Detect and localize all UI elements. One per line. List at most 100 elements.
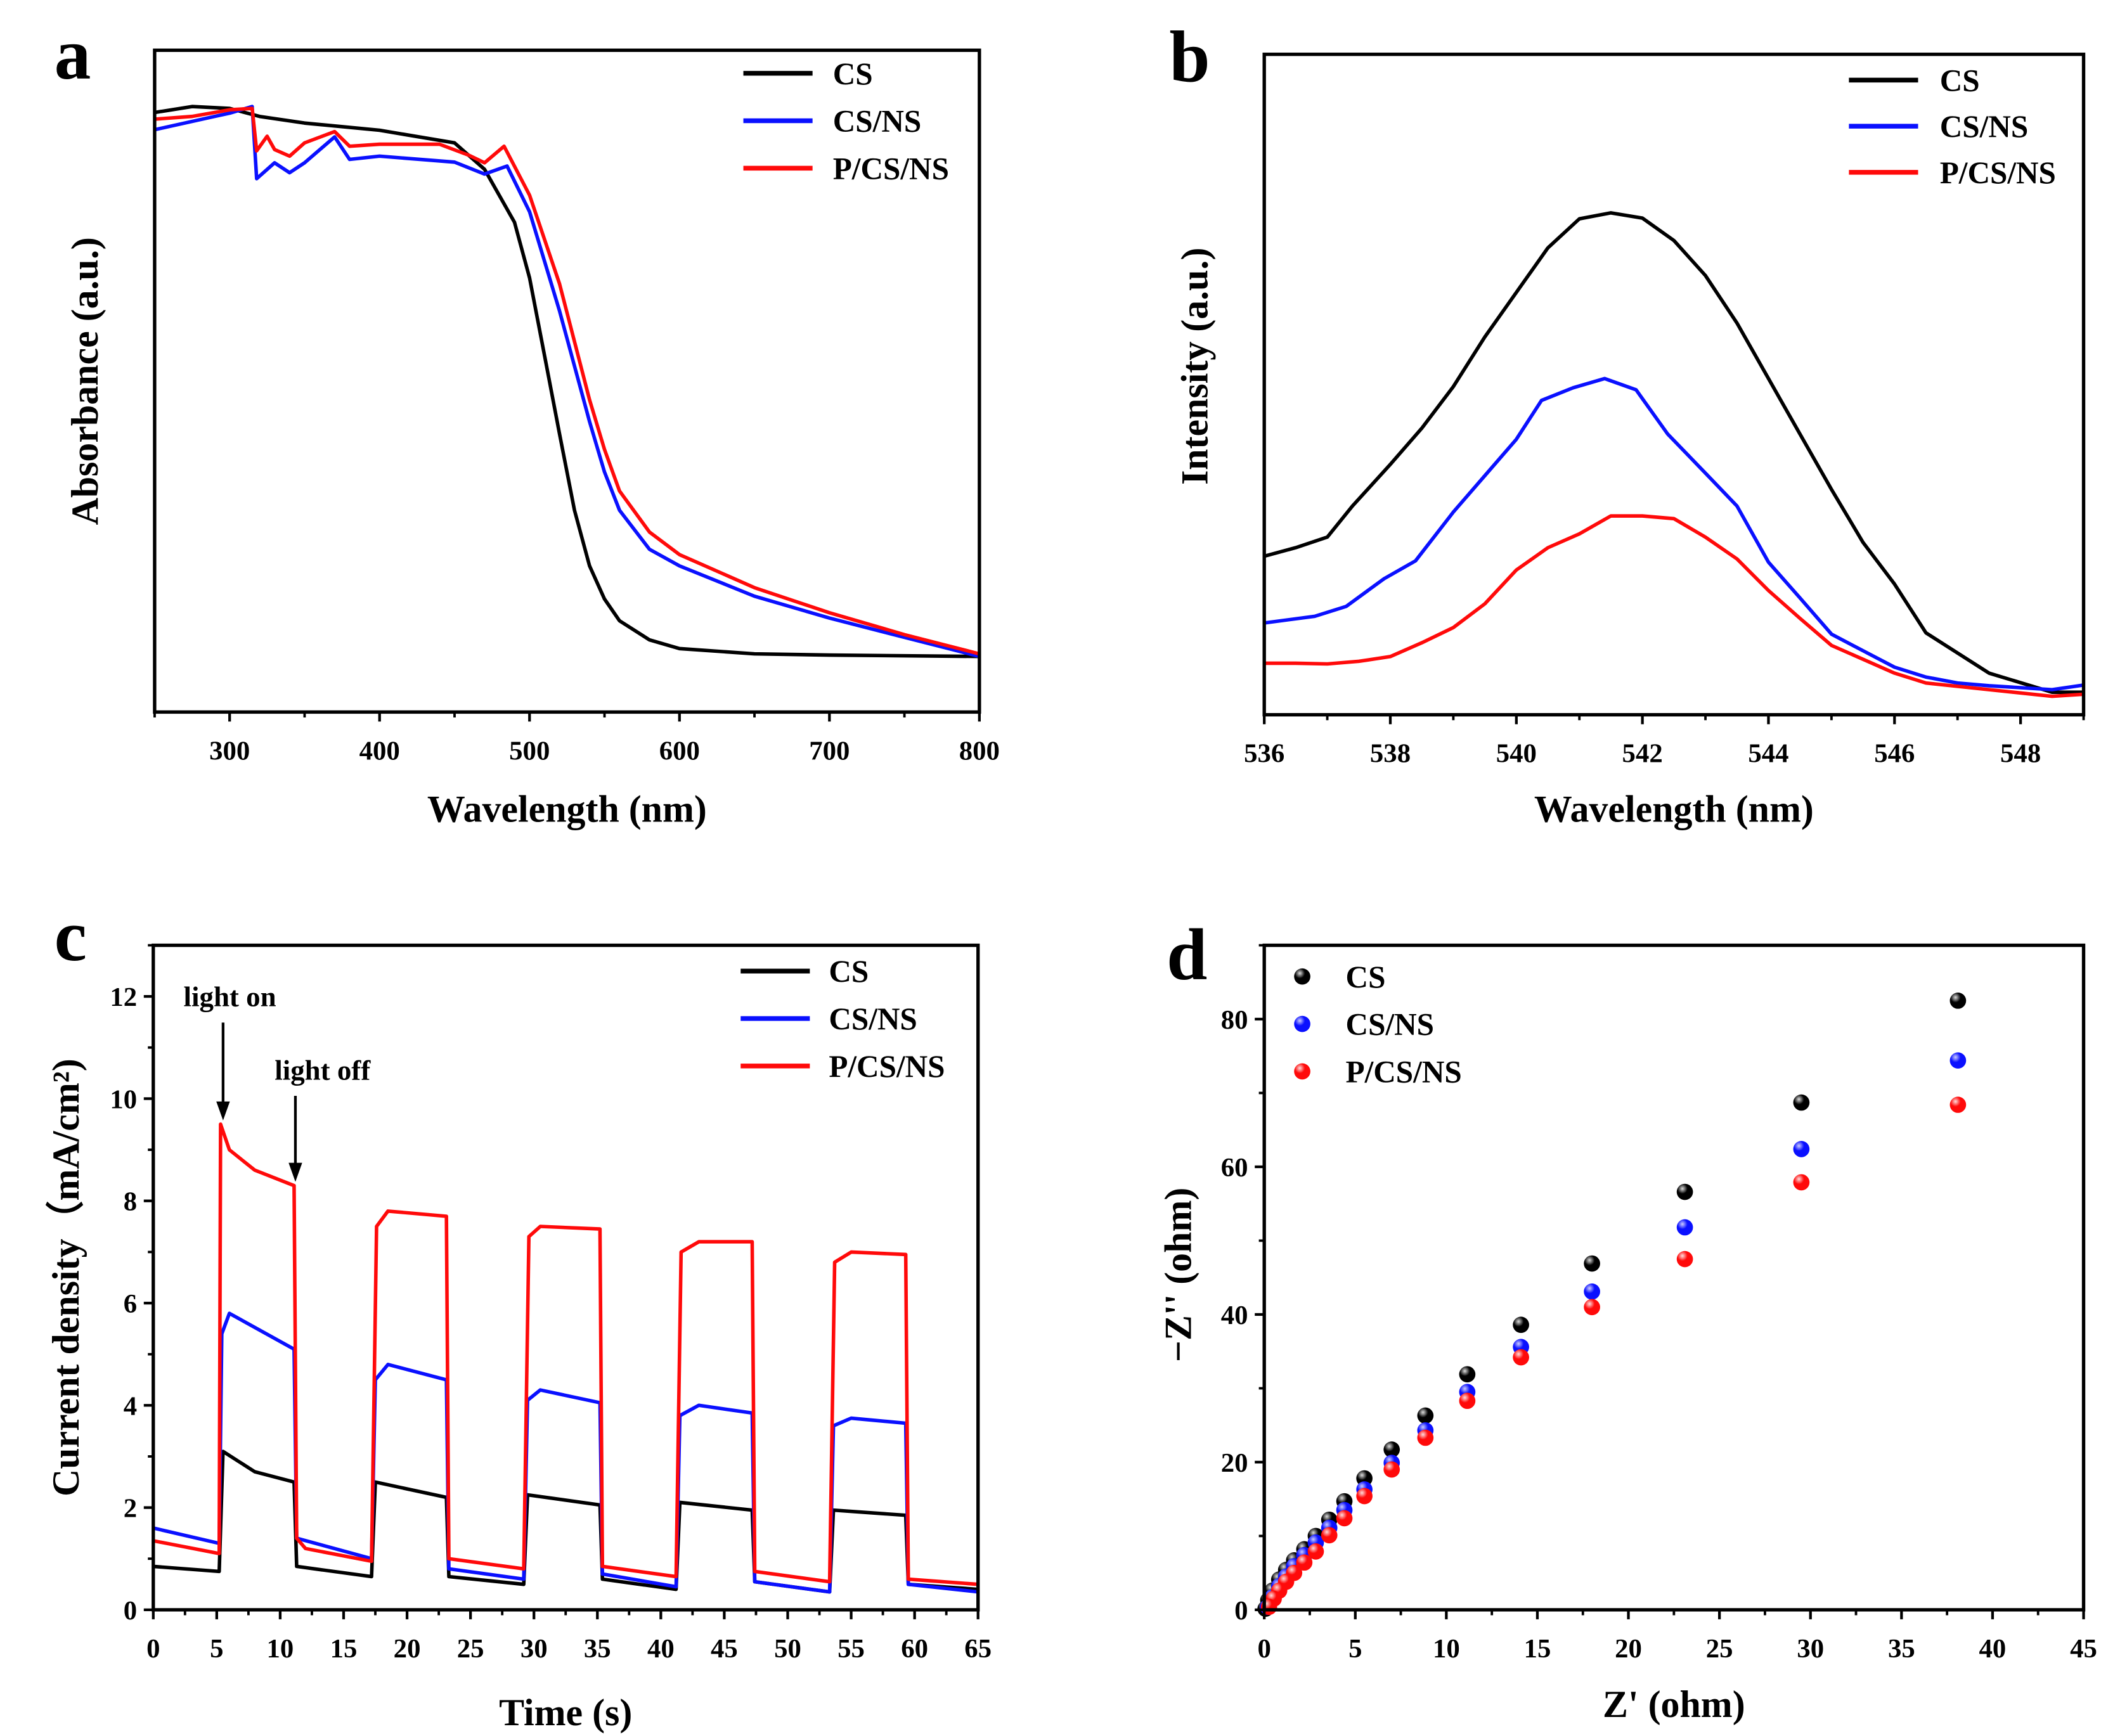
y-tick-label: 6 — [124, 1289, 137, 1319]
y-tick-label: 0 — [124, 1596, 137, 1626]
data-point-CSNS — [1949, 1052, 1967, 1069]
annotation-arrow-head — [216, 1101, 230, 1121]
panel-letter-c: c — [55, 895, 87, 976]
data-point-CSNS — [1676, 1219, 1693, 1236]
x-axis-label: Wavelength (nm) — [1534, 788, 1814, 830]
y-tick-label: 4 — [124, 1391, 137, 1421]
y-tick-label: 60 — [1221, 1153, 1248, 1183]
x-tick-label: 548 — [2000, 739, 2041, 769]
annotation-label: light on — [184, 981, 276, 1013]
data-point-PCSNS — [1793, 1174, 1810, 1191]
y-axis-label: −Z'' (ohm) — [1158, 1188, 1199, 1362]
x-tick-label: 35 — [1888, 1634, 1915, 1664]
plot-frame — [1262, 53, 2086, 717]
x-tick-label: 700 — [809, 736, 850, 766]
data-point-CS — [1584, 1255, 1600, 1272]
x-tick-label: 40 — [1979, 1634, 2007, 1664]
panel-b: CS CS/NS P/CS/NS 536 538 540 542 544 546 548 Wavel… — [1173, 53, 2086, 830]
data-point-PCSNS — [1584, 1299, 1600, 1316]
series-line-CS — [1264, 211, 2084, 694]
y-tick-label: 80 — [1221, 1005, 1248, 1035]
y-tick-label: 20 — [1221, 1448, 1248, 1478]
x-tick-label: 40 — [647, 1634, 675, 1664]
legend-label-CS: CS — [829, 954, 869, 989]
x-tick-label: 536 — [1244, 739, 1284, 769]
annotation-label: light off — [275, 1054, 371, 1086]
x-tick-label: 45 — [711, 1634, 738, 1664]
data-point-CS — [1793, 1094, 1810, 1111]
x-tick-label: 300 — [209, 736, 250, 766]
legend-label-PCSNS: P/CS/NS — [1346, 1055, 1462, 1090]
x-tick-label: 542 — [1622, 739, 1663, 769]
x-tick-label: 0 — [1257, 1634, 1270, 1664]
y-tick-label: 2 — [124, 1494, 137, 1524]
y-tick-label: 0 — [1234, 1596, 1248, 1626]
y-tick-label: 8 — [124, 1187, 137, 1217]
data-point-CSNS — [1793, 1141, 1810, 1157]
data-point-PCSNS — [1676, 1251, 1693, 1268]
x-tick-label: 500 — [509, 736, 550, 766]
data-point-PCSNS — [1307, 1543, 1324, 1560]
y-axis-label: Intensity (a.u.) — [1173, 248, 1215, 485]
x-tick-label: 20 — [394, 1634, 421, 1664]
x-tick-label: 55 — [837, 1634, 865, 1664]
legend-label-PCSNS: P/CS/NS — [1940, 155, 2056, 190]
x-tick-label: 65 — [964, 1634, 992, 1664]
x-tick-label: 400 — [359, 736, 400, 766]
data-point-CS — [1676, 1183, 1693, 1200]
annotation-arrow-head — [288, 1162, 302, 1182]
x-tick-label: 35 — [584, 1634, 611, 1664]
series-line-CSNS — [154, 105, 979, 659]
x-tick-label: 538 — [1370, 739, 1411, 769]
series-line-CS — [154, 105, 979, 659]
legend-label-CSNS: CS/NS — [833, 104, 921, 139]
series-line-PCSNS — [154, 106, 979, 656]
data-point-CS — [1513, 1316, 1529, 1334]
panel-letter-a: a — [55, 13, 91, 94]
legend-label-CSNS: CS/NS — [1940, 109, 2028, 144]
x-tick-label: 50 — [774, 1634, 801, 1664]
legend-label-CS: CS — [1940, 63, 1980, 98]
series-line-CSNS — [153, 1311, 978, 1594]
panel-letter-d: d — [1167, 914, 1207, 995]
data-point-CS — [1383, 1441, 1400, 1458]
x-tick-label: 10 — [1433, 1634, 1460, 1664]
x-tick-label: 544 — [1748, 739, 1788, 769]
x-tick-label: 540 — [1496, 739, 1537, 769]
series-line-PCSNS — [1264, 514, 2084, 698]
x-tick-label: 546 — [1874, 739, 1915, 769]
x-tick-label: 30 — [520, 1634, 548, 1664]
data-point-PCSNS — [1459, 1392, 1476, 1410]
legend-label-PCSNS: P/CS/NS — [833, 151, 949, 186]
x-tick-label: 20 — [1615, 1634, 1642, 1664]
data-point-PCSNS — [1321, 1527, 1338, 1544]
x-tick-label: 15 — [330, 1634, 358, 1664]
x-tick-label: 10 — [267, 1634, 294, 1664]
data-point-PCSNS — [1417, 1429, 1434, 1446]
data-point-CSNS — [1584, 1283, 1600, 1300]
x-tick-label: 5 — [1348, 1634, 1362, 1664]
x-tick-label: 15 — [1524, 1634, 1551, 1664]
x-tick-label: 25 — [1706, 1634, 1733, 1664]
x-axis-label: Wavelength (nm) — [427, 788, 707, 830]
x-axis-label: Z' (ohm) — [1603, 1683, 1745, 1725]
x-tick-label: 45 — [2070, 1634, 2097, 1664]
legend-marker-CSNS — [1294, 1015, 1310, 1032]
legend-label-CSNS: CS/NS — [1346, 1007, 1434, 1042]
legend-marker-PCSNS — [1294, 1063, 1310, 1080]
y-tick-label: 12 — [110, 982, 137, 1012]
x-tick-label: 30 — [1797, 1634, 1824, 1664]
y-axis-label: Absorbance (a.u.) — [64, 237, 106, 525]
legend-label-CS: CS — [833, 56, 873, 91]
plot-frame — [153, 48, 981, 714]
panel-letter-b: b — [1169, 16, 1210, 97]
y-axis-label: Current density（mA/cm²) — [44, 1058, 87, 1496]
x-tick-label: 60 — [901, 1634, 928, 1664]
data-point-PCSNS — [1356, 1488, 1373, 1505]
data-point-CS — [1459, 1366, 1476, 1383]
data-point-PCSNS — [1949, 1096, 1967, 1113]
data-point-CS — [1417, 1407, 1434, 1424]
x-tick-label: 25 — [457, 1634, 484, 1664]
